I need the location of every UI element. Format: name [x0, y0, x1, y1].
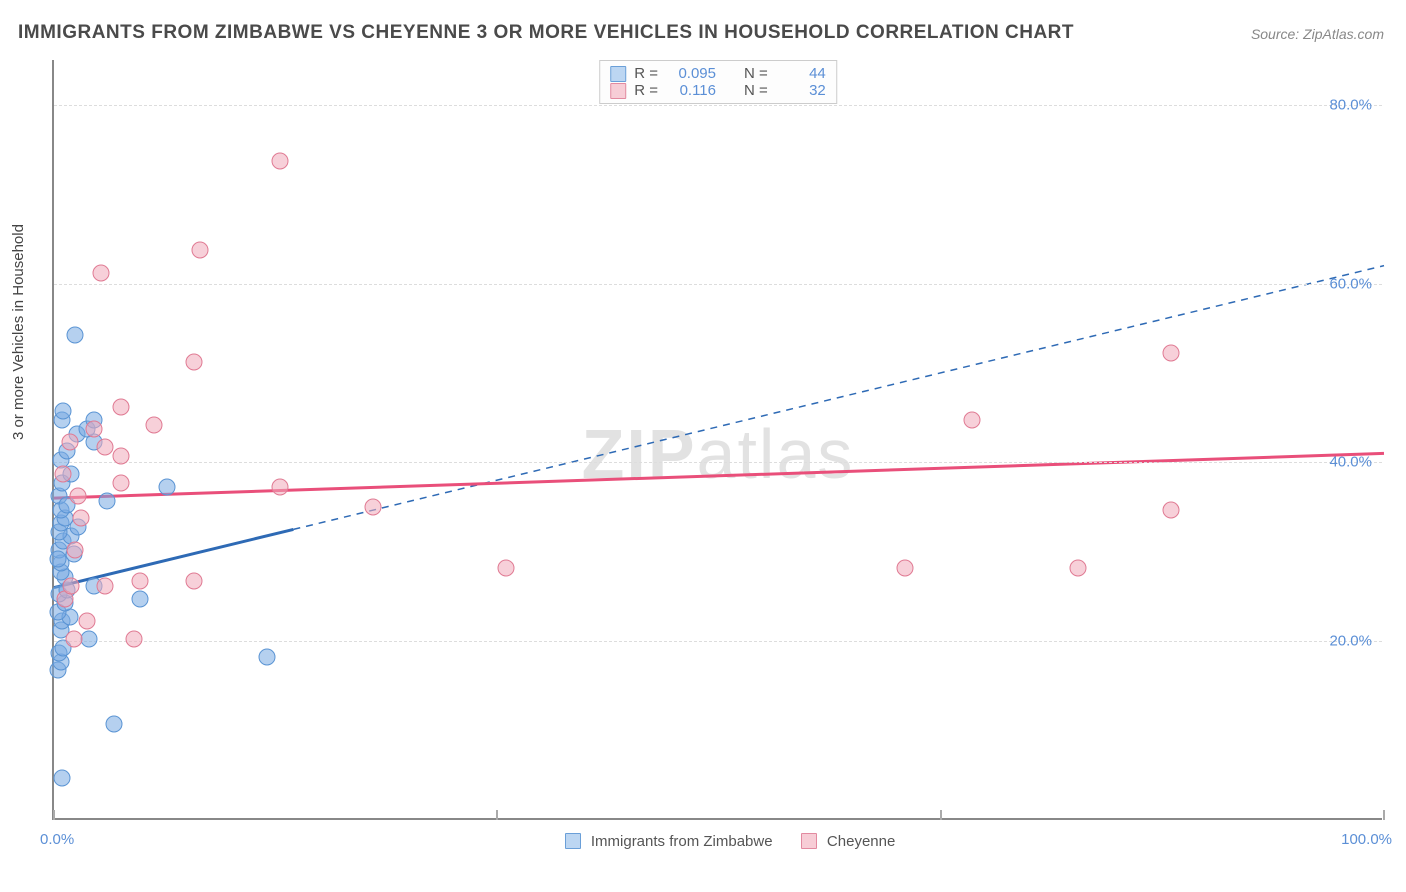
scatter-point-cheyenne	[92, 264, 109, 281]
scatter-point-cheyenne	[96, 438, 113, 455]
scatter-point-zimbabwe	[258, 649, 275, 666]
legend-swatch-cheyenne	[801, 833, 817, 849]
scatter-point-cheyenne	[1163, 501, 1180, 518]
scatter-point-cheyenne	[67, 541, 84, 558]
legend-series-label: Immigrants from Zimbabwe	[591, 833, 773, 850]
x-axis-max-label: 100.0%	[1341, 831, 1392, 848]
trend-line	[54, 453, 1384, 498]
scatter-point-zimbabwe	[105, 716, 122, 733]
trend-line	[293, 266, 1384, 530]
scatter-point-cheyenne	[192, 242, 209, 259]
x-tick-mark	[940, 810, 942, 820]
scatter-point-zimbabwe	[80, 631, 97, 648]
scatter-point-cheyenne	[112, 474, 129, 491]
x-tick-mark	[496, 810, 498, 820]
scatter-point-zimbabwe	[159, 479, 176, 496]
scatter-point-zimbabwe	[67, 327, 84, 344]
y-tick-label: 60.0%	[1329, 275, 1372, 292]
scatter-point-cheyenne	[61, 434, 78, 451]
x-tick-mark	[53, 810, 55, 820]
scatter-point-cheyenne	[365, 498, 382, 515]
y-tick-label: 20.0%	[1329, 633, 1372, 650]
gridline	[54, 105, 1382, 106]
scatter-point-cheyenne	[132, 573, 149, 590]
gridline	[54, 641, 1382, 642]
y-tick-label: 80.0%	[1329, 96, 1372, 113]
scatter-point-cheyenne	[963, 412, 980, 429]
legend-swatch-zimbabwe	[565, 833, 581, 849]
scatter-point-zimbabwe	[55, 403, 72, 420]
scatter-point-cheyenne	[897, 559, 914, 576]
scatter-point-cheyenne	[112, 398, 129, 415]
scatter-point-cheyenne	[125, 631, 142, 648]
gridline	[54, 462, 1382, 463]
scatter-point-cheyenne	[96, 577, 113, 594]
scatter-point-cheyenne	[65, 631, 82, 648]
scatter-point-zimbabwe	[99, 492, 116, 509]
legend-series: Immigrants from Zimbabwe Cheyenne	[54, 833, 1382, 850]
x-tick-mark	[1383, 810, 1385, 820]
chart-title: IMMIGRANTS FROM ZIMBABWE VS CHEYENNE 3 O…	[18, 22, 1074, 44]
y-tick-label: 40.0%	[1329, 454, 1372, 471]
gridline	[54, 284, 1382, 285]
scatter-point-cheyenne	[63, 577, 80, 594]
scatter-point-cheyenne	[55, 465, 72, 482]
scatter-point-cheyenne	[272, 479, 289, 496]
scatter-point-cheyenne	[112, 447, 129, 464]
scatter-point-cheyenne	[72, 510, 89, 527]
scatter-point-cheyenne	[145, 416, 162, 433]
scatter-point-cheyenne	[185, 354, 202, 371]
scatter-point-cheyenne	[498, 559, 515, 576]
y-axis-label: 3 or more Vehicles in Household	[10, 224, 27, 440]
scatter-point-zimbabwe	[53, 769, 70, 786]
scatter-point-cheyenne	[272, 152, 289, 169]
scatter-point-cheyenne	[185, 573, 202, 590]
scatter-point-zimbabwe	[132, 590, 149, 607]
scatter-point-cheyenne	[69, 488, 86, 505]
scatter-point-cheyenne	[79, 613, 96, 630]
scatter-point-cheyenne	[1163, 345, 1180, 362]
source-credit: Source: ZipAtlas.com	[1251, 26, 1384, 42]
scatter-point-cheyenne	[85, 421, 102, 438]
chart-svg	[54, 60, 1382, 818]
scatter-point-zimbabwe	[49, 550, 66, 567]
scatter-point-cheyenne	[1070, 559, 1087, 576]
x-axis-min-label: 0.0%	[40, 831, 74, 848]
legend-series-label: Cheyenne	[827, 833, 895, 850]
plot-area: ZIPatlas R = 0.095 N = 44 R = 0.116 N = …	[52, 60, 1382, 820]
